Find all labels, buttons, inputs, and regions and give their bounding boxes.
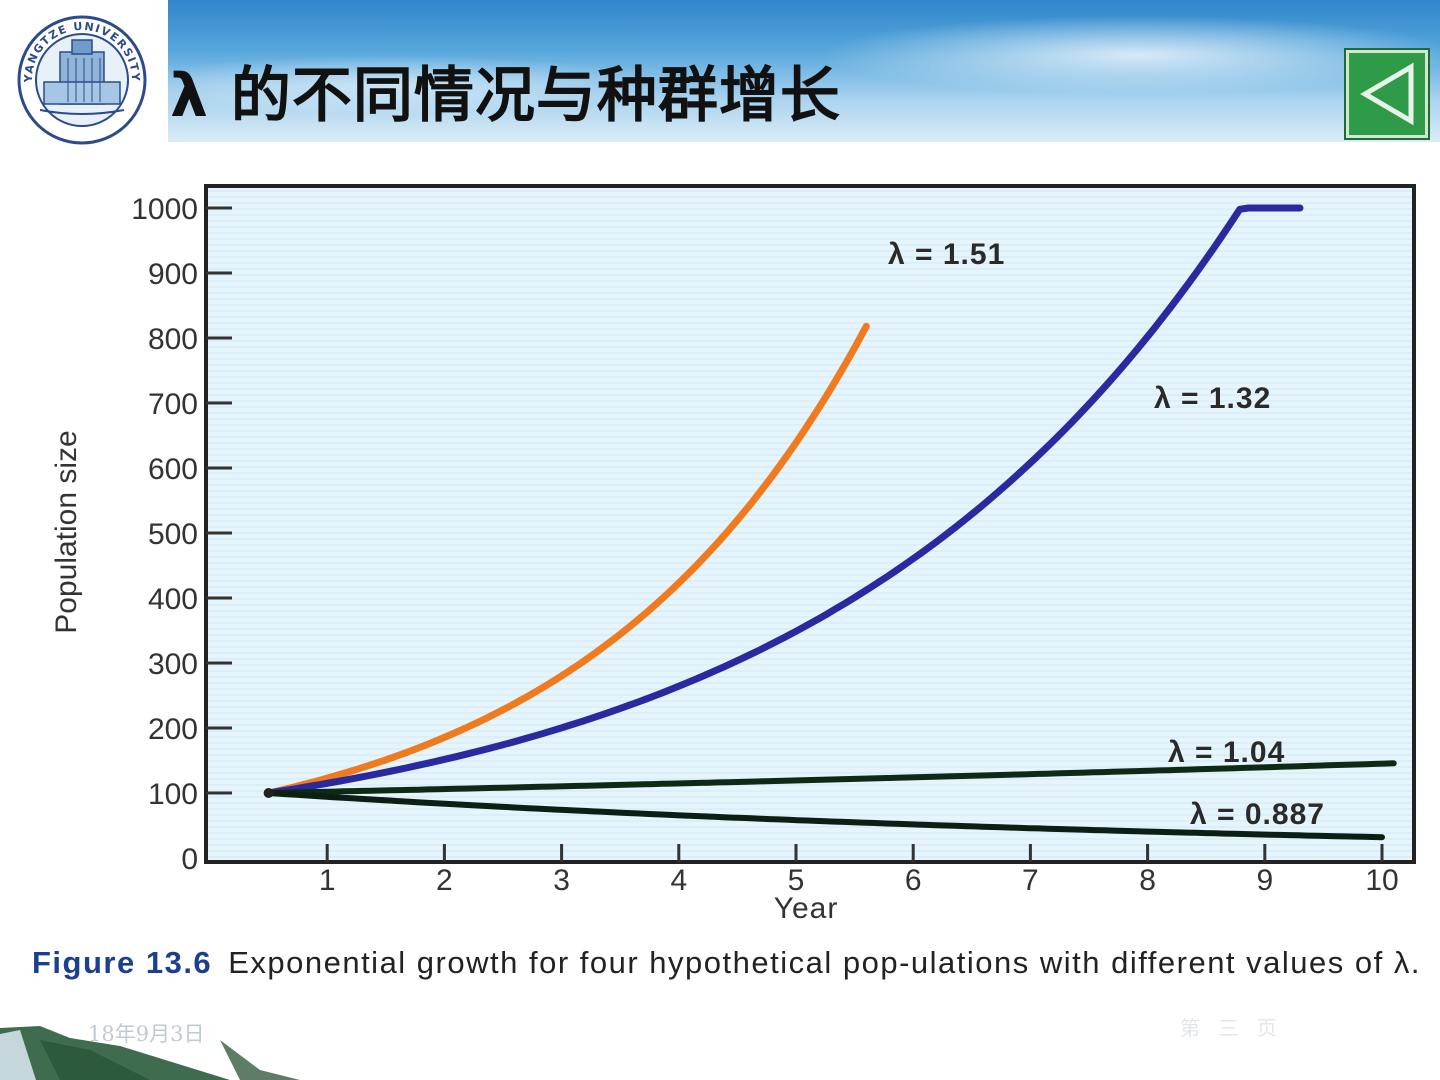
x-tick-label: 8 <box>1139 864 1156 897</box>
triangle-left-icon <box>1360 62 1414 126</box>
x-tick-label: 5 <box>788 864 805 897</box>
series-label: λ = 1.51 <box>888 238 1005 271</box>
x-tick-label: 6 <box>905 864 922 897</box>
series-line <box>265 760 1397 796</box>
y-tick-label: 0 <box>181 843 198 876</box>
footer-page: 第 三 页 <box>1180 1016 1283 1040</box>
x-tick-label: 2 <box>436 864 453 897</box>
caption-text: Exponential growth for four hypothetical… <box>228 945 1421 980</box>
series-labels: λ = 1.51 λ = 1.32 λ = 1.04 λ = 0.887 <box>888 238 1325 831</box>
y-tick-label: 400 <box>148 583 198 616</box>
series-line <box>265 790 1385 841</box>
x-tick-label: 10 <box>1365 864 1398 897</box>
x-axis: 1 2 3 4 5 6 7 8 9 10 <box>319 844 1399 897</box>
footer-date: 18年9月3日 <box>88 1022 205 1046</box>
series-line <box>265 322 870 797</box>
series-label: λ = 0.887 <box>1190 798 1325 831</box>
logo-area: YANGTZE UNIVERSITY <box>0 0 168 145</box>
y-tick-label: 300 <box>148 648 198 681</box>
header-banner <box>168 0 1440 142</box>
x-tick-label: 1 <box>319 864 336 897</box>
y-tick-label: 600 <box>148 453 198 486</box>
y-tick-label: 200 <box>148 713 198 746</box>
series-label: λ = 1.32 <box>1154 382 1271 415</box>
slide-title: λ 的不同情况与种群增长 <box>170 61 841 131</box>
y-tick-label: 1000 <box>131 193 198 226</box>
figure-caption: Figure 13.6 Exponential growth for four h… <box>32 946 1422 979</box>
footer-waterfall-decoration <box>0 1020 300 1080</box>
y-tick-label: 100 <box>148 778 198 811</box>
y-tick-label: 500 <box>148 518 198 551</box>
y-tick-label: 700 <box>148 388 198 421</box>
y-axis-label: Population size <box>50 430 83 633</box>
x-axis-label: Year <box>774 892 839 925</box>
chart-area: 0 100 200 300 400 500 600 700 800 900 1000 1 2 3 4 5 6 7… <box>20 172 1430 952</box>
series-line <box>265 204 1304 797</box>
x-tick-label: 4 <box>670 864 687 897</box>
growth-chart: 0 100 200 300 400 500 600 700 800 900 1000 1 2 3 4 5 6 7… <box>50 184 1416 925</box>
start-point <box>263 788 274 798</box>
series-lines <box>263 204 1397 841</box>
x-tick-label: 9 <box>1256 864 1273 897</box>
university-logo: YANGTZE UNIVERSITY <box>17 15 147 145</box>
y-tick-label: 800 <box>148 323 198 356</box>
back-button[interactable] <box>1346 50 1428 138</box>
y-tick-label: 900 <box>148 258 198 291</box>
x-tick-label: 7 <box>1022 864 1039 897</box>
figure-label: Figure 13.6 <box>32 945 213 980</box>
series-label: λ = 1.04 <box>1168 736 1285 769</box>
x-tick-label: 3 <box>553 864 570 897</box>
y-axis: 0 100 200 300 400 500 600 700 800 900 1000 <box>131 193 232 876</box>
